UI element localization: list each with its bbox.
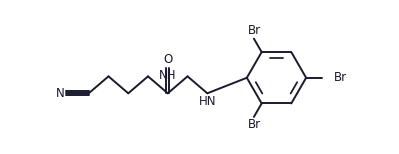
Text: O: O <box>163 53 172 67</box>
Text: Br: Br <box>334 71 347 84</box>
Text: Br: Br <box>248 118 261 131</box>
Text: N: N <box>56 87 65 100</box>
Text: Br: Br <box>248 24 261 37</box>
Text: HN: HN <box>199 95 216 108</box>
Text: NH: NH <box>159 69 176 82</box>
